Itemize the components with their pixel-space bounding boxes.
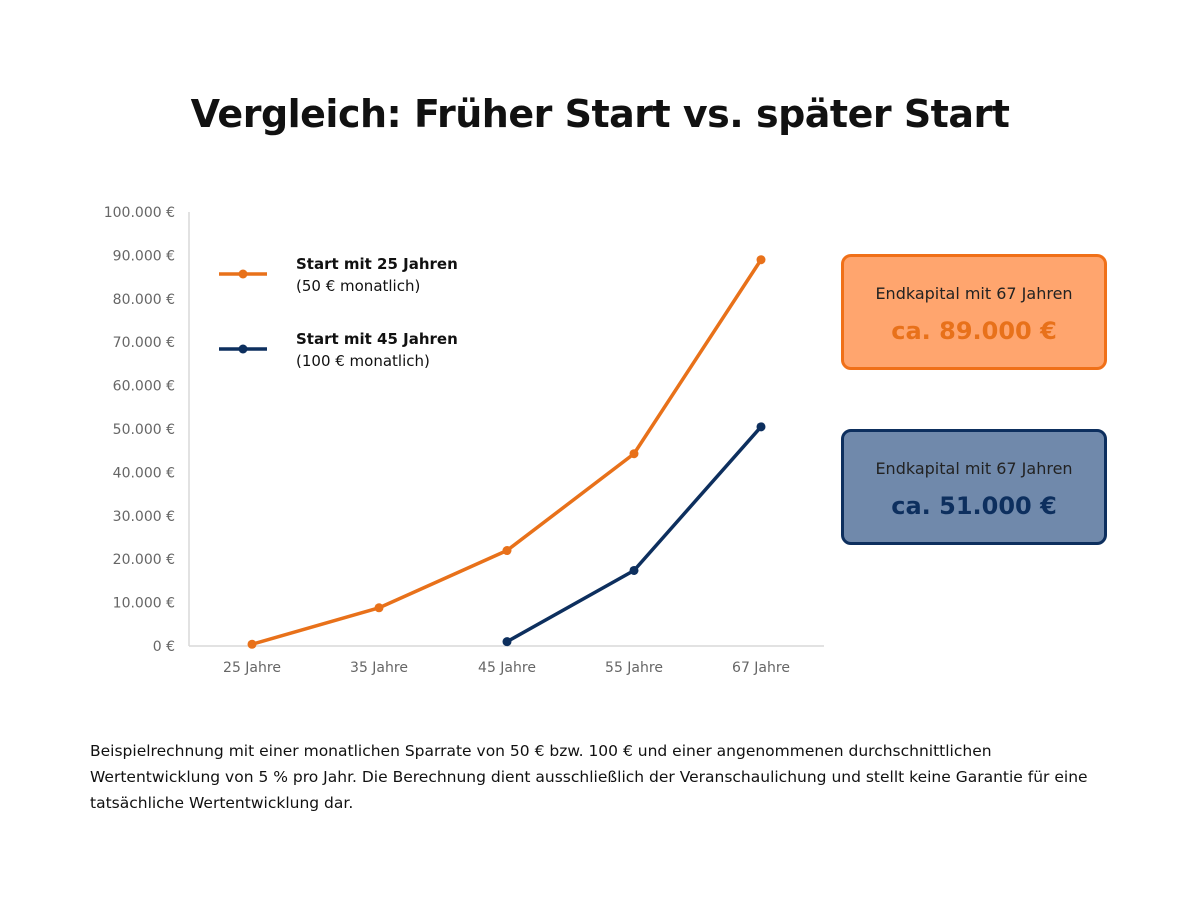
y-tick-label: 90.000 €: [113, 248, 175, 264]
y-tick-label: 80.000 €: [113, 292, 175, 308]
legend-marker-series-2: [238, 344, 248, 354]
line-chart: 0 € 10.000 € 20.000 € 30.000 € 40.000 € 50.00…: [104, 205, 824, 676]
callout-late-start: Endkapital mit 67 Jahren ca. 51.000 €: [841, 429, 1107, 545]
legend-item-series-2: Start mit 45 Jahren (100 € monatlich): [219, 330, 458, 370]
legend-name-series-1: Start mit 25 Jahren: [296, 255, 458, 273]
y-tick-label: 20.000 €: [113, 552, 175, 568]
y-tick-label: 40.000 €: [113, 465, 175, 481]
x-tick-label: 25 Jahre: [223, 660, 281, 676]
data-point-series-1: [756, 255, 766, 265]
chart-title: Vergleich: Früher Start vs. später Start: [190, 92, 1010, 136]
data-point-series-2: [502, 637, 512, 647]
legend-sub-series-2: (100 € monatlich): [296, 352, 430, 370]
callout-early-start-label: Endkapital mit 67 Jahren: [875, 284, 1073, 303]
legend-sub-series-1: (50 € monatlich): [296, 277, 420, 295]
legend: Start mit 25 Jahren (50 € monatlich) Sta…: [219, 255, 458, 370]
y-tick-label: 100.000 €: [104, 205, 175, 221]
legend-item-series-1: Start mit 25 Jahren (50 € monatlich): [219, 255, 458, 295]
x-tick-label: 45 Jahre: [478, 660, 536, 676]
x-tick-label: 67 Jahre: [732, 660, 790, 676]
data-point-series-2: [756, 422, 766, 432]
legend-name-series-2: Start mit 45 Jahren: [296, 330, 458, 348]
y-tick-label: 30.000 €: [113, 509, 175, 525]
y-tick-label: 70.000 €: [113, 335, 175, 351]
series-layer: [247, 255, 766, 649]
callout-early-start: Endkapital mit 67 Jahren ca. 89.000 €: [841, 254, 1107, 370]
callout-late-start-value: ca. 51.000 €: [891, 492, 1057, 520]
y-tick-label: 10.000 €: [113, 596, 175, 612]
footnote: Beispielrechnung mit einer monatlichen S…: [90, 742, 1088, 812]
series-line-1: [251, 258, 763, 646]
callout-late-start-label: Endkapital mit 67 Jahren: [875, 459, 1073, 478]
x-tick-labels: 25 Jahre 35 Jahre 45 Jahre 55 Jahre 67 Jahre: [223, 660, 790, 676]
data-point-series-2: [629, 565, 639, 575]
x-tick-label: 35 Jahre: [350, 660, 408, 676]
data-point-series-1: [629, 449, 639, 459]
series-line-2: [506, 425, 763, 644]
data-point-series-1: [502, 546, 512, 556]
y-tick-label: 50.000 €: [113, 422, 175, 438]
legend-marker-series-1: [238, 269, 248, 279]
y-tick-label: 0 €: [153, 639, 175, 655]
y-tick-labels: 0 € 10.000 € 20.000 € 30.000 € 40.000 € 50.00…: [104, 205, 175, 655]
x-tick-label: 55 Jahre: [605, 660, 663, 676]
data-point-series-1: [247, 639, 257, 649]
data-point-series-1: [374, 603, 384, 613]
y-tick-label: 60.000 €: [113, 379, 175, 395]
callout-early-start-value: ca. 89.000 €: [891, 317, 1057, 345]
